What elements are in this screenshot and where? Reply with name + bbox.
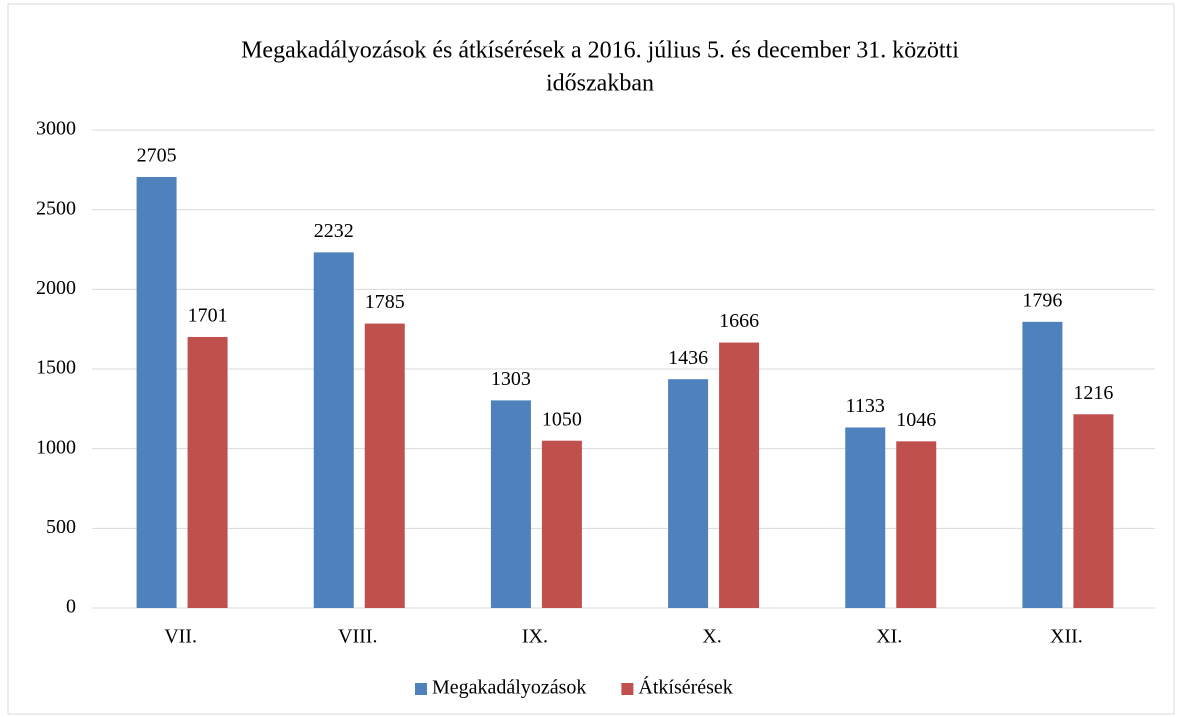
x-tick-label: VIII.: [338, 626, 377, 648]
data-label: 1436: [668, 347, 708, 369]
data-label: 2705: [137, 145, 177, 167]
x-tick-label: XII.: [1050, 626, 1083, 648]
data-label: 1666: [719, 310, 759, 332]
bar: [668, 379, 709, 608]
y-tick-label: 1000: [36, 436, 76, 458]
chart-title: időszakban: [546, 71, 654, 97]
bar: [490, 400, 531, 608]
data-label: 1701: [188, 305, 228, 327]
x-tick-label: IX.: [522, 626, 548, 648]
bar: [719, 342, 760, 608]
data-label: 1046: [896, 409, 936, 431]
y-tick-label: 500: [46, 516, 76, 538]
bar: [313, 252, 354, 609]
legend-swatch: [621, 683, 634, 695]
y-tick-label: 2500: [36, 197, 76, 219]
data-label: 1133: [846, 395, 885, 417]
y-tick-label: 2000: [36, 277, 76, 299]
legend-label: Megakadályozások: [432, 677, 586, 699]
x-tick-label: X.: [702, 626, 721, 648]
data-label: 1785: [365, 291, 405, 313]
data-label: 1050: [542, 408, 582, 430]
legend-swatch: [415, 683, 427, 695]
chart-title: Megakadályozások és átkísérések a 2016. …: [241, 38, 959, 64]
x-tick-label: XI.: [876, 626, 902, 648]
x-tick-label: VII.: [164, 626, 197, 648]
data-label: 2232: [314, 220, 354, 242]
data-label: 1796: [1022, 289, 1062, 311]
y-tick-label: 0: [66, 596, 76, 618]
bar: [1022, 321, 1063, 608]
bar: [896, 441, 937, 608]
bar: [364, 323, 405, 608]
bar: [187, 336, 228, 608]
bar: [845, 427, 886, 608]
bar: [541, 440, 582, 608]
bar: [136, 177, 177, 608]
data-label: 1303: [491, 368, 531, 390]
y-tick-label: 3000: [36, 118, 76, 140]
y-tick-label: 1500: [36, 357, 76, 379]
legend-label: Átkísérések: [638, 676, 732, 699]
data-label: 1216: [1073, 382, 1113, 404]
bar: [1073, 414, 1114, 608]
